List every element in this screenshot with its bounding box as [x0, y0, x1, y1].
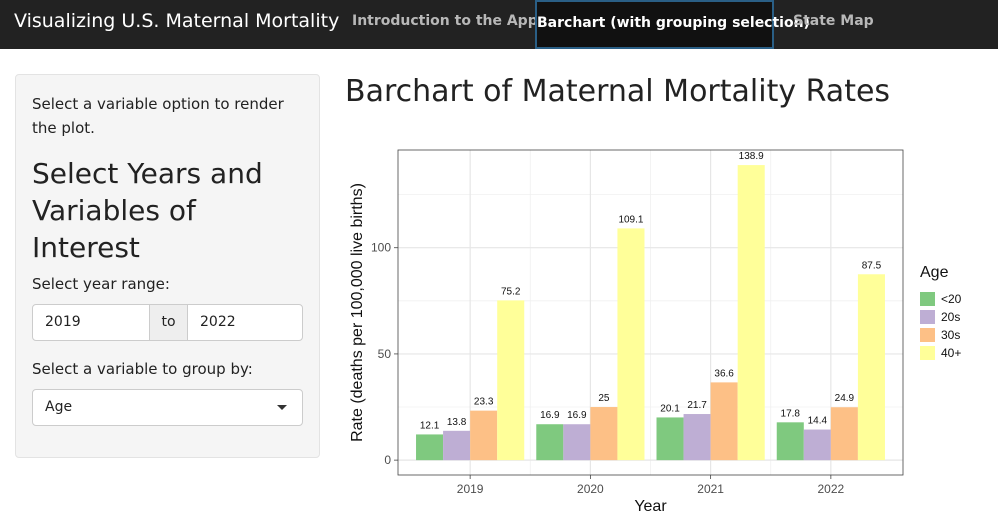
data-label: 87.5 [862, 260, 882, 271]
data-label: 17.8 [781, 408, 801, 419]
bar-20s-2020 [563, 424, 591, 461]
bar-40-2022 [857, 274, 885, 461]
bar-40-2021 [737, 165, 765, 461]
data-label: 75.2 [501, 286, 521, 297]
plot-border [397, 149, 904, 476]
data-label: 16.9 [540, 410, 560, 421]
y-tick-label: 0 [384, 453, 391, 467]
legend-key-20 [920, 292, 935, 306]
sidebar-heading: Select Years and Variables of Interest [32, 157, 263, 264]
bar-40-2019 [497, 300, 525, 461]
intro-text: Select a variable option to render the p… [32, 95, 284, 137]
year-to-input[interactable]: 2022 [200, 314, 236, 330]
bar-20s-2019 [443, 430, 471, 461]
legend-label: 20s [941, 310, 960, 324]
tab-state-map[interactable]: State Map [793, 13, 874, 29]
bar-20-2022 [776, 422, 804, 461]
x-tick-label: 2020 [577, 482, 604, 496]
y-axis-title: Rate (deaths per 100,000 live births) [349, 183, 366, 442]
data-label: 24.9 [835, 393, 855, 404]
data-label: 23.3 [474, 397, 494, 408]
year-range-input: 2019 to 2022 [32, 304, 303, 341]
group-by-value: Age [45, 399, 73, 415]
group-by-label: Select a variable to group by: [32, 360, 253, 378]
sidebar-panel: Select a variable option to render the p… [15, 74, 320, 458]
x-tick-label: 2019 [457, 482, 484, 496]
legend-label: 30s [941, 328, 960, 342]
data-label: 16.9 [567, 410, 587, 421]
x-tick-label: 2021 [697, 482, 724, 496]
bar-20-2021 [656, 417, 684, 461]
legend-key-40 [920, 346, 935, 360]
bar-30s-2019 [470, 410, 498, 461]
app-title[interactable]: Visualizing U.S. Maternal Mortality [14, 10, 340, 32]
data-label: 14.4 [808, 416, 828, 427]
legend-key-30s [920, 328, 935, 342]
data-label: 21.7 [687, 400, 707, 411]
tab-barchart[interactable]: Barchart (with grouping selection) [535, 0, 810, 49]
barchart: 12.1 16.9 20.1 17.8 13.8 16.9 21.7 14.4 23.3 25 36… [349, 149, 962, 515]
bar-20s-2021 [683, 414, 711, 461]
bar-30s-2020 [590, 407, 618, 461]
x-tick-label: 2022 [818, 482, 845, 496]
legend-label: <20 [941, 292, 962, 306]
legend-label: 40+ [941, 346, 961, 360]
bar-40-2020 [617, 228, 645, 461]
data-label: 13.8 [447, 417, 467, 428]
year-from-input[interactable]: 2019 [45, 314, 81, 330]
tab-introduction[interactable]: Introduction to the App [352, 13, 538, 29]
data-label: 109.1 [618, 214, 643, 225]
data-label: 138.9 [739, 151, 764, 162]
x-axis-title: Year [634, 498, 667, 515]
bar-20-2019 [416, 434, 444, 461]
data-label: 36.6 [714, 368, 734, 379]
data-label: 25 [598, 393, 610, 404]
bar-30s-2021 [710, 382, 738, 461]
year-range-label: Select year range: [32, 275, 170, 293]
navbar: Visualizing U.S. Maternal Mortality Intr… [0, 0, 998, 49]
legend-title: Age [920, 264, 949, 281]
legend-key-20s [920, 310, 935, 324]
bar-20-2020 [536, 424, 564, 461]
bar-30s-2022 [830, 407, 858, 461]
bar-20s-2022 [803, 429, 831, 461]
year-range-separator: to [149, 305, 188, 340]
caret-down-icon [277, 405, 287, 410]
chart-page-title: Barchart of Maternal Mortality Rates [345, 74, 891, 109]
data-label: 12.1 [420, 420, 440, 431]
data-label: 20.1 [660, 403, 680, 414]
y-tick-label: 100 [371, 241, 391, 255]
y-tick-label: 50 [378, 347, 392, 361]
group-by-select[interactable]: Age [32, 389, 303, 426]
